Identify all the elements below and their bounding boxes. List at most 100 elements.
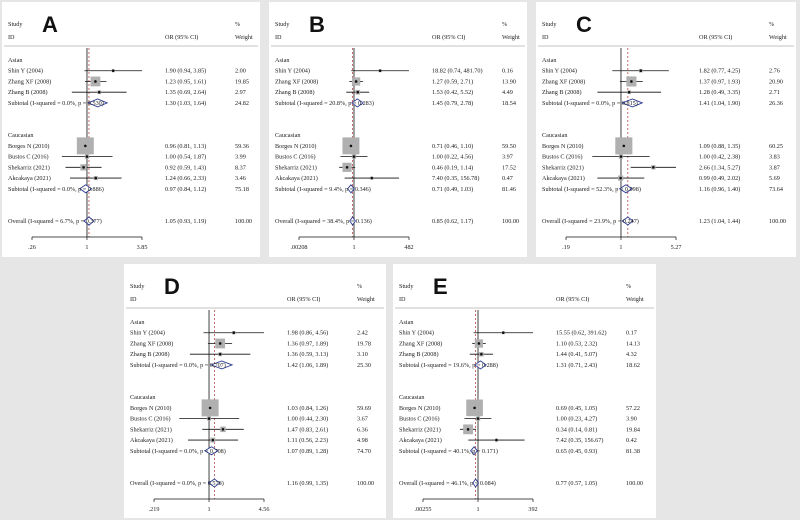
weight-value: 100.00 bbox=[769, 218, 786, 225]
summary-label: Subtotal (I-squared = 0.0%, p = 0.886) bbox=[8, 186, 104, 193]
point-estimate bbox=[501, 331, 505, 335]
id-header: ID bbox=[8, 34, 15, 41]
study-label: Borges N (2010) bbox=[8, 143, 49, 150]
weight-value: 100.00 bbox=[626, 480, 643, 487]
point-estimate bbox=[630, 80, 633, 83]
point-estimate bbox=[356, 90, 360, 94]
or-ci-value: 0.46 (0.19, 1.14) bbox=[432, 164, 473, 171]
weight-value: 4.32 bbox=[626, 351, 637, 358]
weight-value: 5.69 bbox=[769, 175, 780, 182]
weight-value: 26.36 bbox=[769, 100, 783, 107]
or-ci-value: 7.40 (0.35, 156.78) bbox=[432, 175, 479, 182]
study-label: Akcakaya (2021) bbox=[130, 437, 173, 444]
study-label: Borges N (2010) bbox=[542, 143, 583, 150]
or-ci-value: 1.10 (0.53, 2.32) bbox=[556, 340, 597, 347]
study-label: Akcakaya (2021) bbox=[275, 175, 318, 182]
or-ci-value: 0.97 (0.84, 1.12) bbox=[165, 186, 206, 193]
pooled-diamond bbox=[470, 446, 478, 456]
or-ci-value: 1.45 (0.79, 2.78) bbox=[432, 100, 473, 107]
study-label: Shekarriz (2021) bbox=[130, 426, 172, 433]
point-estimate bbox=[94, 176, 98, 180]
x-tick-label: .00255 bbox=[414, 506, 431, 513]
or-ci-value: 1.07 (0.89, 1.28) bbox=[287, 448, 328, 455]
study-label: Shekarriz (2021) bbox=[542, 164, 584, 171]
summary-label: Subtotal (I-squared = 20.8%, p = 0.283) bbox=[275, 100, 374, 107]
point-estimate bbox=[370, 176, 374, 180]
or-ci-value: 1.90 (0.94, 3.85) bbox=[165, 68, 206, 75]
summary-label: Overall (I-squared = 38.4%, p = 0.136) bbox=[275, 218, 372, 225]
id-header: ID bbox=[542, 34, 549, 41]
forest-plot-d: Study ID OR (95% CI)% Weight D Asian Shin Y (2… bbox=[126, 274, 384, 513]
point-estimate bbox=[476, 417, 480, 420]
x-tick-label: 1 bbox=[352, 244, 355, 251]
weight-value: 19.78 bbox=[357, 340, 371, 347]
study-label: Zhang XF (2008) bbox=[8, 78, 51, 85]
or-ci-value: 1.36 (0.59, 3.13) bbox=[287, 351, 328, 358]
group-label: Caucasian bbox=[8, 132, 33, 139]
weight-value: 3.87 bbox=[769, 164, 780, 171]
or-ci-value: 0.65 (0.45, 0.93) bbox=[556, 448, 597, 455]
or-header: OR (95% CI) bbox=[432, 34, 465, 41]
or-ci-value: 1.53 (0.42, 5.52) bbox=[432, 89, 473, 96]
weight-header: Weight bbox=[502, 34, 520, 41]
forest-panel-d: Study ID OR (95% CI)% Weight D Asian Shin Y (2… bbox=[124, 264, 386, 518]
study-label: Akcakaya (2021) bbox=[542, 175, 585, 182]
weight-value: 59.69 bbox=[357, 405, 371, 412]
weight-value: 3.10 bbox=[357, 351, 368, 358]
study-label: Bustos C (2016) bbox=[399, 416, 440, 423]
weight-value: 14.13 bbox=[626, 340, 640, 347]
point-estimate bbox=[480, 352, 483, 356]
or-ci-value: 1.23 (1.04, 1.44) bbox=[699, 218, 740, 225]
or-ci-value: 1.37 (0.97, 1.93) bbox=[699, 78, 740, 85]
point-estimate bbox=[82, 166, 85, 169]
point-estimate bbox=[84, 144, 87, 148]
point-estimate bbox=[94, 80, 97, 83]
weight-header: Weight bbox=[357, 296, 375, 303]
summary-label: Subtotal (I-squared = 19.6%, p = 0.288) bbox=[399, 362, 498, 369]
weight-value: 57.22 bbox=[626, 405, 640, 412]
study-label: Zhang XF (2008) bbox=[275, 78, 318, 85]
study-label: Zhang XF (2008) bbox=[542, 78, 585, 85]
weight-value: 3.67 bbox=[357, 416, 368, 423]
point-estimate bbox=[473, 406, 476, 410]
forest-plot-a: Study ID OR (95% CI)% Weight A Asian Shin Y (2… bbox=[4, 12, 258, 251]
or-ci-value: 1.23 (0.95, 1.61) bbox=[165, 78, 206, 85]
or-header: OR (95% CI) bbox=[699, 34, 732, 41]
point-estimate bbox=[466, 428, 470, 431]
weight-value: 81.38 bbox=[626, 448, 640, 455]
summary-label: Overall (I-squared = 46.1%, p = 0.084) bbox=[399, 480, 496, 487]
or-ci-value: 1.30 (1.03, 1.64) bbox=[165, 100, 206, 107]
x-tick-label: .219 bbox=[149, 506, 160, 513]
weight-value: 59.50 bbox=[502, 143, 516, 150]
pooled-diamond bbox=[87, 98, 109, 108]
weight-header: Weight bbox=[769, 34, 787, 41]
weight-value: 0.17 bbox=[626, 330, 637, 337]
panel-letter: D bbox=[164, 274, 180, 299]
or-ci-value: 18.82 (0.74, 481.70) bbox=[432, 68, 483, 75]
group-label: Caucasian bbox=[130, 394, 155, 401]
weight-value: 4.98 bbox=[357, 437, 368, 444]
panel-letter: E bbox=[433, 274, 448, 299]
point-estimate bbox=[345, 166, 349, 169]
or-ci-value: 1.03 (0.84, 1.26) bbox=[287, 405, 328, 412]
percent-header: % bbox=[626, 283, 631, 290]
summary-label: Subtotal (I-squared = 52.3%, p = 0.098) bbox=[542, 186, 641, 193]
group-label: Asian bbox=[399, 319, 413, 326]
x-tick-label: 1 bbox=[85, 244, 88, 251]
weight-value: 19.84 bbox=[626, 426, 640, 433]
or-ci-value: 1.05 (0.93, 1.19) bbox=[165, 218, 206, 225]
study-label: Shin Y (2004) bbox=[130, 330, 165, 337]
weight-value: 2.00 bbox=[235, 68, 246, 75]
percent-header: % bbox=[357, 283, 362, 290]
or-ci-value: 0.92 (0.59, 1.43) bbox=[165, 164, 206, 171]
point-estimate bbox=[378, 69, 382, 73]
or-ci-value: 1.16 (0.96, 1.40) bbox=[699, 186, 740, 193]
weight-value: 3.83 bbox=[769, 154, 780, 161]
weight-value: 3.99 bbox=[235, 154, 246, 161]
study-label: Zhang B (2008) bbox=[275, 89, 315, 96]
group-label: Caucasian bbox=[275, 132, 300, 139]
study-label: Borges N (2010) bbox=[399, 405, 440, 412]
or-ci-value: 2.66 (1.34, 5.27) bbox=[699, 164, 740, 171]
study-label: Bustos C (2016) bbox=[275, 154, 316, 161]
or-ci-value: 1.00 (0.23, 4.27) bbox=[556, 416, 597, 423]
